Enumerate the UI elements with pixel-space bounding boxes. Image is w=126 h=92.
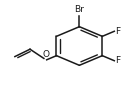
Text: O: O xyxy=(42,50,50,59)
Text: Br: Br xyxy=(74,5,84,14)
Text: F: F xyxy=(116,27,121,36)
Text: F: F xyxy=(116,56,121,65)
